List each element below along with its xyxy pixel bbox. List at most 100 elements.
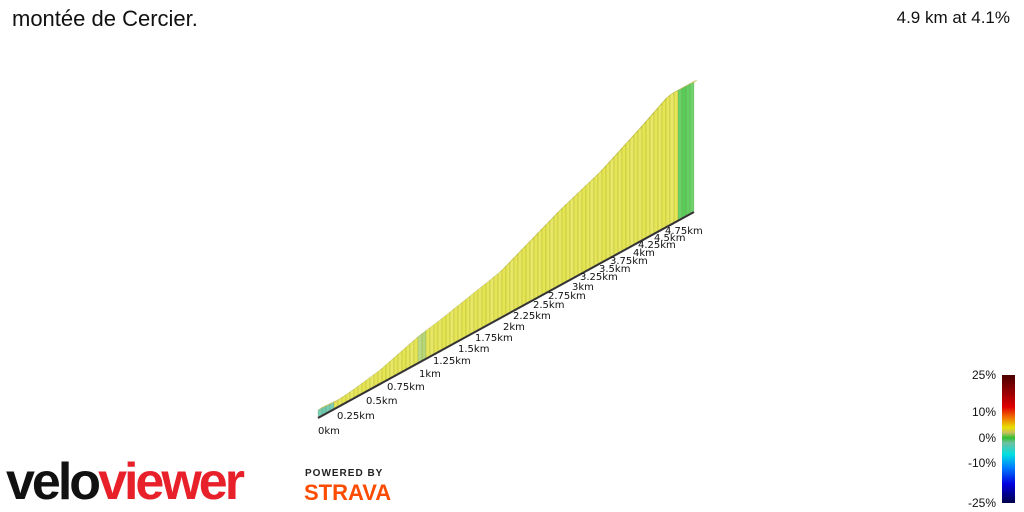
strava-logo: STRAVA bbox=[304, 480, 392, 505]
profile-segment bbox=[565, 199, 571, 282]
legend-label: -10% bbox=[967, 456, 996, 470]
profile-segment bbox=[561, 203, 567, 284]
profile-segment bbox=[449, 308, 455, 346]
profile-segment bbox=[685, 83, 691, 216]
profile-segment bbox=[521, 244, 527, 306]
distance-tick-label: 3.25km bbox=[580, 272, 618, 283]
profile-segment bbox=[401, 346, 407, 372]
profile-top-face bbox=[686, 81, 694, 87]
distance-tick-label: 0.75km bbox=[387, 382, 425, 393]
distance-tick-label: 0.5km bbox=[366, 396, 398, 407]
profile-segment bbox=[557, 207, 563, 286]
profile-segment bbox=[625, 138, 631, 249]
distance-tick-label: 4.25km bbox=[638, 240, 676, 251]
profile-segment bbox=[629, 133, 635, 247]
profile-segment bbox=[681, 85, 687, 218]
distance-tick-label: 2.75km bbox=[548, 291, 586, 302]
profile-top-face bbox=[350, 386, 358, 392]
distance-tick-label: 2km bbox=[503, 322, 525, 333]
profile-segment bbox=[453, 305, 459, 343]
profile-segment bbox=[489, 276, 495, 324]
profile-segment bbox=[541, 223, 547, 295]
distance-tick-label: 1km bbox=[419, 369, 441, 380]
profile-top-face bbox=[358, 380, 366, 387]
profile-segment bbox=[621, 142, 627, 251]
profile-top-face bbox=[682, 83, 690, 89]
profile-segment bbox=[457, 301, 463, 341]
profile-segment bbox=[377, 367, 383, 385]
segment-title: montée de Cercier. bbox=[12, 6, 198, 31]
profile-segment bbox=[665, 94, 671, 227]
profile-top-face bbox=[342, 391, 350, 398]
profile-top-face bbox=[354, 383, 362, 390]
distance-axis-line bbox=[317, 211, 695, 419]
profile-segment bbox=[597, 169, 603, 264]
profile-segment bbox=[413, 336, 419, 365]
distance-tick-label: 0.25km bbox=[337, 411, 375, 422]
profile-segment bbox=[373, 370, 379, 387]
segment-summary: 4.9 km at 4.1% bbox=[896, 8, 1010, 27]
profile-segment bbox=[673, 90, 679, 223]
profile-segment bbox=[393, 353, 399, 376]
profile-segment bbox=[569, 196, 575, 280]
profile-segment bbox=[653, 106, 659, 234]
profile-segment bbox=[573, 192, 579, 278]
profile-top-face bbox=[338, 394, 346, 400]
distance-tick-label: 1.75km bbox=[475, 333, 513, 344]
profile-segment bbox=[649, 111, 655, 236]
distance-tick-label: 4.75km bbox=[665, 226, 703, 237]
profile-segment bbox=[585, 180, 591, 271]
profile-segment bbox=[589, 177, 595, 269]
profile-segment bbox=[429, 324, 435, 357]
profile-top-face bbox=[334, 397, 342, 403]
legend-label: 25% bbox=[971, 368, 996, 382]
profile-segment bbox=[465, 295, 471, 337]
profile-segment bbox=[641, 120, 647, 240]
profile-segment bbox=[417, 332, 423, 363]
profile-top-face bbox=[326, 401, 334, 407]
profile-segment bbox=[537, 227, 543, 297]
profile-segment bbox=[461, 298, 467, 339]
powered-by-label: POWERED BY bbox=[305, 468, 384, 479]
profile-segment bbox=[549, 215, 555, 291]
distance-tick-label: 2.5km bbox=[533, 300, 565, 311]
profile-segment bbox=[389, 357, 395, 378]
profile-top-face bbox=[678, 85, 686, 91]
distance-tick-label: 3km bbox=[572, 282, 594, 293]
profile-segment bbox=[533, 232, 539, 300]
profile-segment bbox=[397, 350, 403, 374]
profile-top-face bbox=[674, 87, 682, 93]
profile-segment bbox=[613, 151, 619, 256]
profile-segment bbox=[633, 129, 639, 245]
gradient-color-scale bbox=[1002, 375, 1015, 503]
distance-tick-label: 0km bbox=[318, 426, 340, 437]
profile-segment bbox=[381, 364, 387, 383]
profile-segment bbox=[577, 188, 583, 275]
profile-segment bbox=[501, 265, 507, 317]
profile-top-face bbox=[346, 389, 354, 395]
distance-tick-label: 1.5km bbox=[458, 344, 490, 355]
profile-segment bbox=[517, 248, 523, 308]
profile-segment bbox=[477, 285, 483, 330]
legend-label: 10% bbox=[971, 405, 996, 419]
distance-tick-label: 3.5km bbox=[599, 264, 631, 275]
profile-top-face bbox=[690, 79, 698, 84]
profile-top-face bbox=[330, 399, 338, 405]
profile-segment bbox=[493, 273, 499, 321]
profile-segment bbox=[497, 269, 503, 319]
profile-segment bbox=[601, 164, 607, 262]
profile-segment bbox=[545, 219, 551, 293]
profile-segment bbox=[385, 360, 391, 381]
profile-segment bbox=[669, 92, 675, 225]
profile-segment bbox=[689, 82, 695, 214]
profile-segment bbox=[485, 279, 491, 326]
profile-segment bbox=[441, 314, 447, 350]
profile-segment bbox=[617, 147, 623, 253]
profile-segment bbox=[421, 330, 427, 361]
profile-top-face bbox=[370, 371, 378, 378]
profile-segment bbox=[513, 252, 519, 310]
distance-tick-label: 1.25km bbox=[433, 356, 471, 367]
profile-segment bbox=[509, 256, 515, 313]
profile-segment bbox=[677, 87, 683, 221]
profile-segment bbox=[553, 211, 559, 289]
